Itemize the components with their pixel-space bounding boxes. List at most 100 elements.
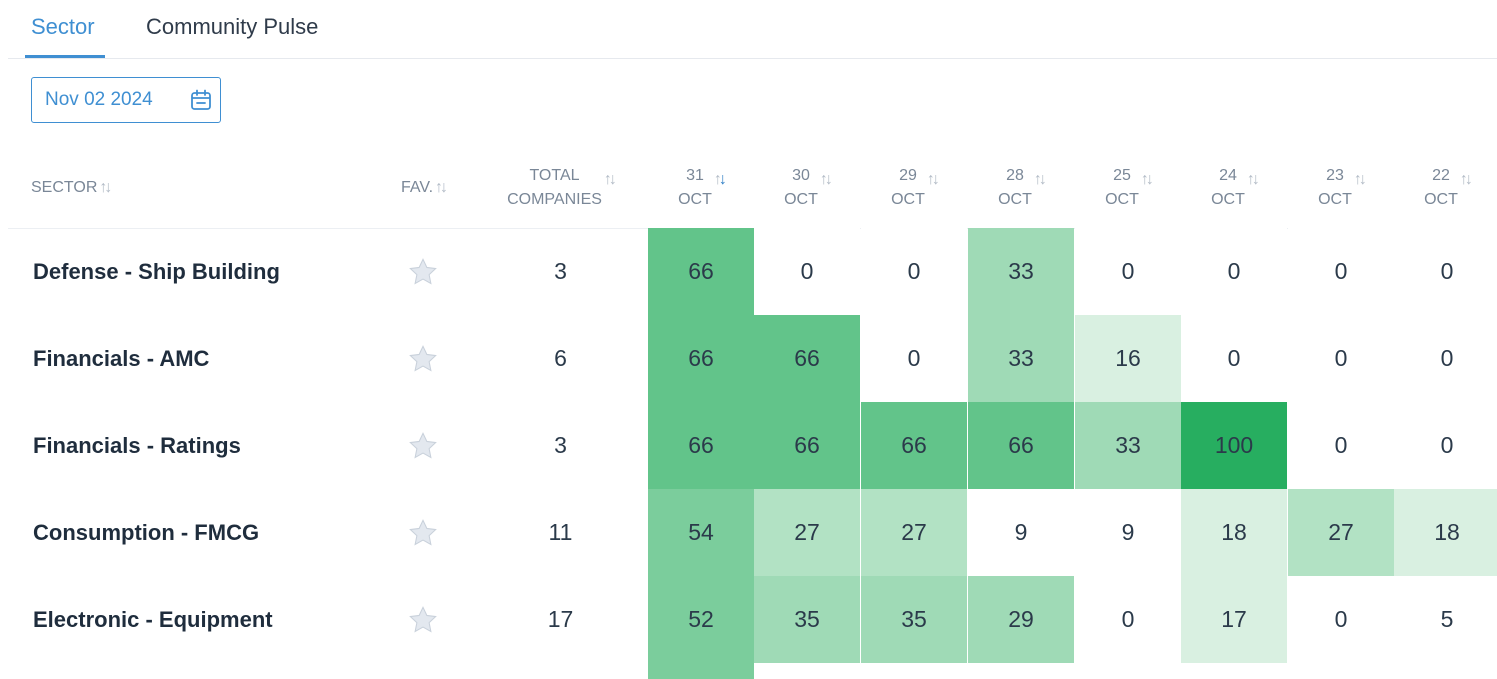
heat-cell[interactable]: 0 [1181, 228, 1287, 315]
sort-arrows-icon[interactable]: ↑↓ [99, 179, 112, 196]
heat-cell[interactable]: 35 [754, 576, 860, 663]
header-date-0[interactable]: 31 OCT ↑↓ [648, 148, 754, 228]
header-total-label: TOTAL COMPANIES [507, 164, 602, 212]
header-date-month: OCT [1105, 191, 1139, 208]
sort-arrows-icon[interactable]: ↑↓ [713, 171, 727, 188]
sort-arrows-icon[interactable]: ↑↓ [1459, 171, 1473, 188]
sort-arrows-icon[interactable]: ↑↓ [1140, 171, 1154, 188]
heat-cell[interactable]: 18 [1181, 489, 1287, 576]
sort-arrows-icon[interactable]: ↑↓ [1246, 171, 1260, 188]
date-picker[interactable]: Nov 02 2024 [31, 77, 221, 123]
header-date-label: 29 OCT [891, 164, 925, 212]
favorite-star-icon[interactable] [388, 402, 458, 489]
heat-cell[interactable]: 54 [648, 489, 754, 576]
header-date-label: 22 OCT [1424, 164, 1458, 212]
heat-cell[interactable]: 17 [1181, 576, 1287, 663]
heat-cell[interactable]: 0 [1288, 402, 1394, 489]
heat-cell[interactable]: 33 [968, 315, 1074, 402]
favorite-star-icon[interactable] [388, 489, 458, 576]
sort-arrows-icon[interactable]: ↑↓ [435, 179, 448, 196]
tab-sector[interactable]: Sector [31, 14, 95, 39]
header-date-1[interactable]: 30 OCT ↑↓ [754, 148, 860, 228]
favorite-star-icon[interactable] [388, 315, 458, 402]
heat-cell[interactable]: 9 [968, 489, 1074, 576]
calendar-icon[interactable] [190, 89, 212, 111]
header-date-2[interactable]: 29 OCT ↑↓ [861, 148, 967, 228]
heat-cell[interactable]: 35 [861, 576, 967, 663]
table-row[interactable]: Financials - AMC 6 66 66 0 33 16 0 0 0 [8, 315, 1497, 402]
header-date-3[interactable]: 28 OCT ↑↓ [968, 148, 1074, 228]
total-companies: 11 [548, 519, 573, 545]
heat-cell[interactable]: 9 [1075, 489, 1181, 576]
heat-cell[interactable]: 66 [648, 228, 754, 315]
heat-cell[interactable]: 0 [754, 228, 860, 315]
table-row[interactable]: Financials - Ratings 3 66 66 66 66 33 100 0 0 [8, 402, 1497, 489]
favorite-star-icon[interactable] [388, 228, 458, 315]
header-total-line1: TOTAL [529, 167, 580, 184]
sector-name[interactable]: Defense - Ship Building [33, 258, 280, 284]
heat-cell[interactable]: 0 [1288, 315, 1394, 402]
header-sector[interactable]: SECTOR ↑↓ [31, 148, 131, 228]
heat-cell[interactable]: 33 [968, 228, 1074, 315]
heat-cell[interactable]: 0 [1288, 576, 1394, 663]
favorite-star-icon[interactable] [388, 576, 458, 663]
sector-name[interactable]: Financials - Ratings [33, 432, 241, 458]
heat-cell[interactable]: 0 [1075, 228, 1181, 315]
header-date-month: OCT [784, 191, 818, 208]
header-date-day: 25 [1113, 167, 1131, 184]
heat-cell[interactable]: 0 [1394, 402, 1497, 489]
sort-arrows-icon[interactable]: ↑↓ [1033, 171, 1047, 188]
total-companies: 3 [554, 258, 567, 284]
heat-cell[interactable]: 27 [754, 489, 860, 576]
heat-cell[interactable]: 0 [1288, 228, 1394, 315]
heat-cell[interactable]: 27 [1288, 489, 1394, 576]
heat-cell[interactable]: 16 [1075, 315, 1181, 402]
table-row[interactable]: Consumption - FMCG 11 54 27 27 9 9 18 27 18 [8, 489, 1497, 576]
header-date-4[interactable]: 25 OCT ↑↓ [1075, 148, 1181, 228]
table-row[interactable]: Electronic - Equipment 17 52 35 35 29 0 17 0 5 [8, 576, 1497, 663]
heat-cell[interactable]: 66 [648, 402, 754, 489]
sort-arrows-icon[interactable]: ↑↓ [603, 171, 617, 188]
tab-community-pulse[interactable]: Community Pulse [146, 14, 319, 39]
heat-cell[interactable]: 18 [1394, 489, 1497, 576]
sector-name[interactable]: Consumption - FMCG [33, 519, 260, 545]
sort-arrows-icon[interactable]: ↑↓ [1353, 171, 1367, 188]
heat-cell[interactable]: 33 [1075, 402, 1181, 489]
header-date-month: OCT [998, 191, 1032, 208]
heat-cell[interactable]: 66 [968, 402, 1074, 489]
table-header: SECTOR ↑↓ FAV. ↑↓ TOTAL COMPANIES ↑↓ 31 O… [8, 148, 1497, 229]
table-row[interactable]: Defense - Ship Building 3 66 0 0 33 0 0 0 0 [8, 228, 1497, 315]
heat-cell[interactable]: 0 [1075, 576, 1181, 663]
heat-cell[interactable]: 0 [1181, 315, 1287, 402]
header-date-day: 31 [686, 167, 704, 184]
heat-cell[interactable]: 66 [861, 402, 967, 489]
heat-cell[interactable]: 29 [968, 576, 1074, 663]
header-date-label: 25 OCT [1105, 164, 1139, 212]
header-date-month: OCT [1211, 191, 1245, 208]
heat-cell[interactable]: 0 [861, 228, 967, 315]
sort-arrows-icon[interactable]: ↑↓ [926, 171, 940, 188]
header-date-label: 31 OCT [678, 164, 712, 212]
heat-cell[interactable]: 100 [1181, 402, 1287, 489]
heat-cell[interactable]: 66 [754, 402, 860, 489]
heat-cell[interactable]: 66 [754, 315, 860, 402]
heat-cell[interactable]: 0 [1394, 315, 1497, 402]
sort-arrows-icon[interactable]: ↑↓ [819, 171, 833, 188]
heat-cell[interactable]: 27 [861, 489, 967, 576]
sector-name[interactable]: Financials - AMC [33, 345, 210, 371]
heat-cell[interactable]: 5 [1394, 576, 1497, 663]
header-date-label: 23 OCT [1318, 164, 1352, 212]
header-date-6[interactable]: 23 OCT ↑↓ [1288, 148, 1394, 228]
heat-cell[interactable]: 52 [648, 576, 754, 663]
header-date-day: 23 [1326, 167, 1344, 184]
total-companies: 3 [554, 432, 567, 458]
active-tab-indicator [25, 55, 105, 58]
heat-cell[interactable]: 0 [1394, 228, 1497, 315]
header-date-7[interactable]: 22 OCT ↑↓ [1394, 148, 1497, 228]
header-total-companies[interactable]: TOTAL COMPANIES ↑↓ [493, 148, 628, 228]
header-fav[interactable]: FAV. ↑↓ [388, 148, 458, 228]
heat-cell[interactable]: 66 [648, 315, 754, 402]
sector-name[interactable]: Electronic - Equipment [33, 606, 273, 632]
heat-cell[interactable]: 0 [861, 315, 967, 402]
header-date-5[interactable]: 24 OCT ↑↓ [1181, 148, 1287, 228]
